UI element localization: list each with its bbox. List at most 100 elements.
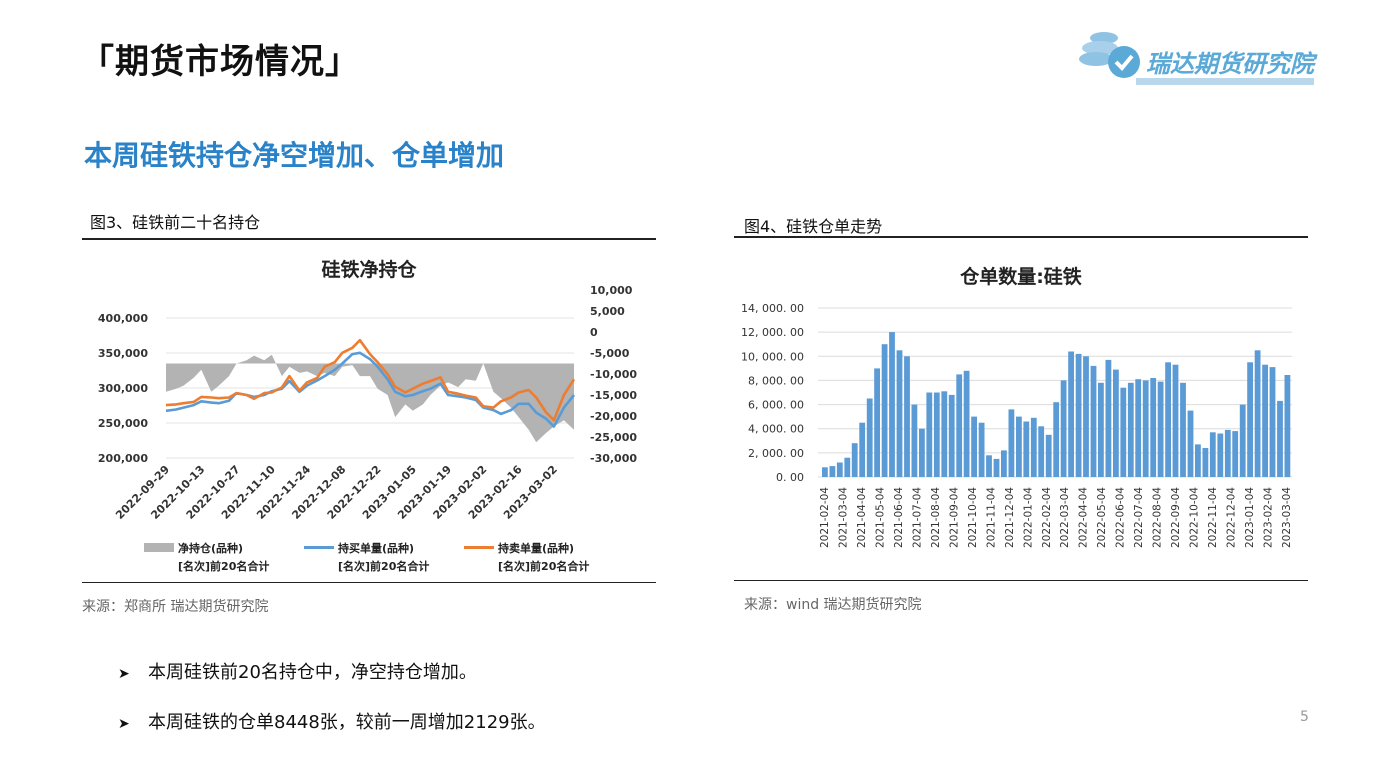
bullet-text: 本周硅铁前20名持仓中，净空持仓增加。 [148,662,477,683]
sell-volume-line [165,338,576,422]
receipt-bar [1045,434,1052,478]
receipt-bar [948,394,955,477]
x-tick-label: 2022-11-04 [1207,487,1219,548]
right-y-tick-label: 5,000 [590,305,625,318]
receipt-bar [1001,450,1007,477]
receipt-bar [1150,378,1157,477]
receipt-bar [844,457,851,477]
coins-logo-icon [1079,32,1140,78]
receipt-bar [993,458,1000,477]
x-tick-label: 2022-09-04 [1170,487,1182,548]
y-tick-label: 8, 000. 00 [748,374,804,387]
receipt-bar [1023,421,1030,477]
y-tick-label: 10, 000. 00 [741,350,804,363]
page-number: 5 [1300,709,1309,725]
x-tick-label: 2022-02-04 [1041,487,1053,548]
figure-4-source: 来源：wind 瑞达期货研究院 [744,597,922,613]
figure-4-bottom-rule [734,580,1308,581]
receipt-bar [1060,380,1067,477]
receipt-bar [1090,365,1097,477]
receipt-bar [926,392,933,477]
logo-text: 瑞达期货研究院 [1146,50,1314,78]
x-tick-label: 2021-04-04 [856,487,868,548]
figure-3-top-rule [82,238,656,240]
receipt-bar [1135,379,1142,477]
legend-label: 持买单量(品种) [338,541,414,555]
x-tick-label: 2021-02-04 [819,487,831,548]
x-tick-label: 2021-05-04 [874,487,886,548]
receipt-bar [933,392,940,477]
receipt-bar [866,398,873,477]
y-tick-label: 0. 00 [776,471,804,484]
legend-label: 净持仓(品种) [178,541,243,555]
chart-title: 硅铁净持仓 [321,258,417,281]
receipt-bar [1127,382,1134,477]
x-tick-label: 2021-03-04 [837,487,849,548]
receipt-bar [1224,429,1231,477]
figure-3-label: 图3、硅铁前二十名持仓 [90,213,261,232]
receipt-bar [1254,350,1261,478]
receipt-bar [1209,432,1216,477]
receipt-bar [941,391,948,477]
receipt-bar [1277,400,1283,477]
y-tick-label: 12, 000. 00 [741,326,804,339]
x-tick-label: 2022-04-04 [1078,487,1090,548]
x-tick-label: 2023-03-04 [1281,487,1293,548]
receipt-bar [1083,356,1089,477]
receipt-bar [904,356,910,477]
x-tick-label: 2023-02-04 [1263,487,1275,548]
x-tick-label: 2022-10-04 [1189,487,1201,548]
x-tick-label: 2021-08-04 [930,487,942,548]
y-tick-label: 14, 000. 00 [741,302,804,315]
right-y-tick-label: 10,000 [590,284,633,297]
receipt-bar [829,466,836,477]
receipt-bar [1157,381,1164,477]
right-y-tick-label: -5,000 [590,347,630,360]
receipt-bar [1232,431,1239,477]
receipt-bar [1195,444,1201,477]
left-y-tick-label: 200,000 [98,452,148,465]
net-position-area [166,354,574,443]
page-title: 「期货市场情况」 [80,42,360,82]
right-y-tick-label: 0 [590,326,598,339]
right-y-tick-label: -25,000 [590,431,637,444]
receipt-bar [851,443,858,477]
warehouse-receipt-chart: 仓单数量:硅铁 14, 000. 00 12, 000. 00 10, 000. 00… [741,265,1293,548]
figure-3-bottom-rule [82,582,656,583]
x-tick-label: 2022-05-04 [1096,487,1108,548]
receipt-bar [1247,362,1253,477]
figure-3-source: 来源：郑商所 瑞达期货研究院 [82,599,269,615]
legend-label: 持卖单量(品种) [498,541,574,555]
receipt-bar [1142,380,1149,477]
receipt-bar [1105,359,1112,477]
receipt-bar [896,350,903,478]
receipt-bar [881,344,888,477]
receipt-bar [1053,402,1060,477]
receipt-bar [1008,409,1015,477]
left-y-tick-label: 350,000 [98,347,148,360]
receipt-bar [889,332,895,477]
chart-title: 仓单数量:硅铁 [959,265,1082,288]
x-tick-label: 2021-07-04 [911,487,923,548]
x-tick-label: 2022-08-04 [1152,487,1164,548]
receipt-bar [1217,433,1224,477]
net-position-chart: 硅铁净持仓 400,000 350,000 300,000 250,000 200,000… [98,258,637,573]
arrow-bullet-icon: ➤ [118,666,130,682]
x-tick-label: 2022-07-04 [1133,487,1145,548]
receipt-bar [919,428,925,477]
x-tick-label: 2021-11-04 [985,487,997,548]
x-tick-label: 2021-10-04 [967,487,979,548]
right-y-tick-label: -15,000 [590,389,637,402]
receipt-bar [1098,382,1104,477]
receipt-bar [986,455,992,477]
bullet-text: 本周硅铁的仓单8448张，较前一周增加2129张。 [148,712,546,733]
receipt-bar [956,374,963,477]
receipt-bar [859,422,866,477]
logo [1078,26,1318,88]
receipt-bar [1120,387,1127,477]
receipt-bar [1202,448,1209,477]
right-y-tick-label: -10,000 [590,368,637,381]
x-tick-label: 2021-09-04 [948,487,960,548]
left-y-tick-label: 400,000 [98,312,148,325]
receipt-bar [874,368,880,477]
